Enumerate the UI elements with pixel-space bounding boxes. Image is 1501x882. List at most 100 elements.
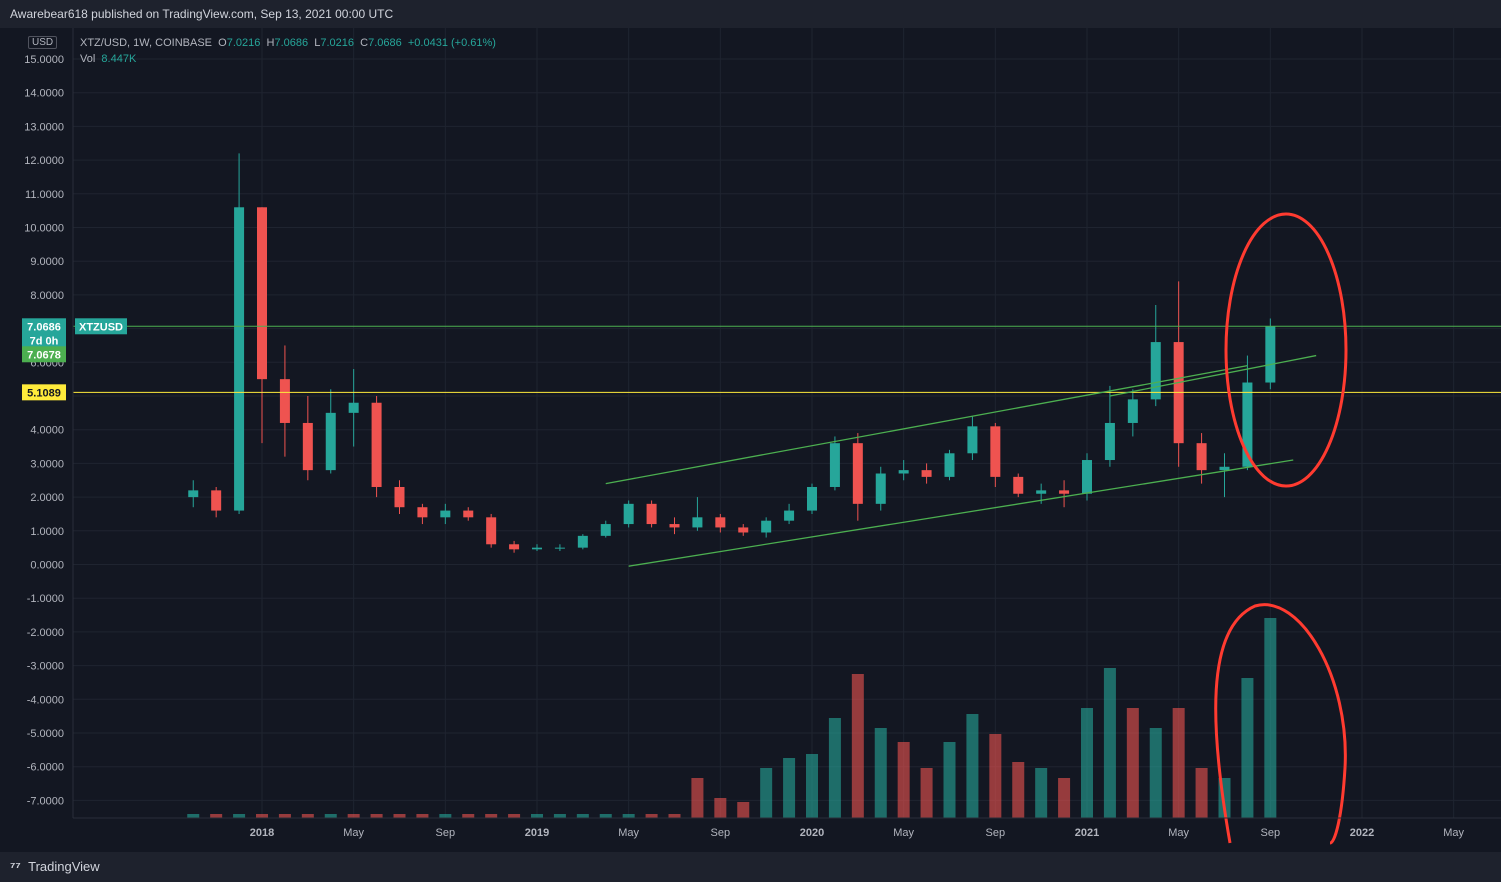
y-tick-label: -6.0000 (27, 762, 64, 774)
candle-body (325, 412, 336, 471)
price-tag-symbol-bg (22, 318, 66, 335)
candle-body (1104, 422, 1115, 461)
candle-body (1082, 460, 1092, 494)
volume-bar (1012, 762, 1025, 818)
candle-body (188, 490, 199, 498)
volume-bar (783, 758, 796, 818)
candle-body (440, 510, 451, 518)
volume-bar (210, 814, 223, 818)
price-tag-second-bg (22, 346, 66, 363)
y-tick-label: 0.0000 (30, 560, 64, 572)
legend-high: 7.0686 (274, 37, 309, 49)
y-tick-label: 1.0000 (30, 526, 64, 538)
y-tick-label: 12.0000 (24, 155, 64, 167)
volume-bar (760, 768, 773, 818)
symbol-name-tag: XTZUSD (79, 321, 123, 333)
candle-body (577, 535, 588, 548)
candle-body (371, 402, 382, 487)
candle-body (738, 527, 749, 533)
candle-body (623, 503, 634, 525)
volume-bar (989, 734, 1002, 818)
price-tag-countdown: 7d 0h (30, 335, 59, 347)
y-tick-label: 4.0000 (30, 425, 64, 437)
candle-body (1242, 382, 1253, 467)
candle-body (348, 402, 359, 413)
x-axis: 2018 May Sep 2019 May Sep 2020 May Sep 2021 May Sep… (73, 817, 1501, 839)
volume-bar (233, 814, 246, 818)
y-tick-label: -7.0000 (27, 795, 64, 807)
volume-bar (691, 778, 704, 818)
candle-body (417, 507, 428, 518)
x-tick-label: May (1168, 827, 1189, 839)
symbol-name-tag-bg (75, 318, 127, 335)
tradingview-logo-icon[interactable]: ⁷⁷ (10, 859, 21, 874)
legend-open: 7.0216 (226, 37, 261, 49)
candle-body (829, 443, 840, 487)
volume-bar (668, 814, 681, 818)
volume-bar (531, 814, 543, 818)
annotation-circle-volume (1214, 603, 1347, 845)
volume-bar (1264, 618, 1277, 818)
x-tick-label: May (1443, 827, 1464, 839)
legend-close-label: C (360, 37, 369, 49)
candle-body (302, 422, 313, 471)
candle-body (532, 547, 542, 550)
candle-body (486, 517, 497, 545)
volume-bar (1149, 728, 1162, 818)
y-tick-label: 15.0000 (24, 54, 64, 66)
volume-bar (347, 814, 360, 818)
y-tick-label: -2.0000 (27, 627, 64, 639)
legend-symbol[interactable]: XTZ/USD, 1W, COINBASE (80, 37, 213, 49)
volume-bar (324, 814, 337, 818)
volume-bar (256, 814, 268, 818)
candle-body (715, 517, 726, 528)
volume-bar (806, 754, 818, 818)
candle-body (692, 517, 703, 528)
volume-bar (1195, 768, 1208, 818)
trendline (628, 459, 1294, 567)
y-tick-label: 14.0000 (24, 88, 64, 100)
candle-body (967, 426, 978, 454)
y-tick-label: 8.0000 (30, 290, 64, 302)
volume-bar (1058, 778, 1071, 818)
footer-bar: ⁷⁷ TradingView (0, 852, 1501, 882)
x-tick-label: Sep (1261, 827, 1281, 839)
candle-body (1036, 490, 1047, 494)
annotation-circle-price (1224, 212, 1348, 488)
x-tick-label: 2022 (1350, 827, 1374, 839)
volume-bar (1126, 708, 1139, 818)
price-tag-yellow-bg (22, 384, 66, 401)
candle-body (279, 379, 290, 423)
y-tick-label: 11.0000 (25, 189, 64, 201)
volume-bar (622, 814, 635, 818)
price-chart[interactable]: 15.0000 14.0000 13.0000 12.0000 11.0000 10.00… (0, 28, 1501, 852)
currency-label[interactable]: USD (28, 36, 58, 49)
candle-body (554, 547, 565, 549)
price-tags: 7.0686 7d 0h 7.0678 XTZUSD 5.1089 (22, 318, 127, 401)
tradingview-logo-text[interactable]: TradingView (28, 859, 100, 874)
candle-body (463, 510, 474, 518)
x-tick-label: Sep (436, 827, 456, 839)
volume-bar (737, 802, 750, 818)
volume-bar (508, 814, 521, 818)
legend-open-label: O (218, 37, 227, 49)
volume-bar (278, 814, 291, 818)
y-tick-label: -3.0000 (27, 661, 64, 673)
trendlines (605, 354, 1317, 567)
candle-body (1150, 342, 1161, 400)
volume-bar (576, 814, 589, 818)
volume-bar (439, 814, 452, 818)
x-tick-label: 2021 (1075, 827, 1099, 839)
legend-high-label: H (266, 37, 275, 49)
volume-bar (1035, 768, 1048, 818)
legend-low-label: L (314, 37, 321, 49)
legend-close: 7.0686 (368, 37, 402, 49)
volume-bar (393, 814, 406, 818)
volume-bar (966, 714, 979, 818)
horizontal-levels (73, 325, 1501, 393)
candle-body (921, 470, 932, 477)
volume-bar (897, 742, 910, 818)
volume-bar (599, 814, 612, 818)
price-tag-countdown-bg (22, 332, 66, 349)
volume-bar (828, 718, 841, 818)
